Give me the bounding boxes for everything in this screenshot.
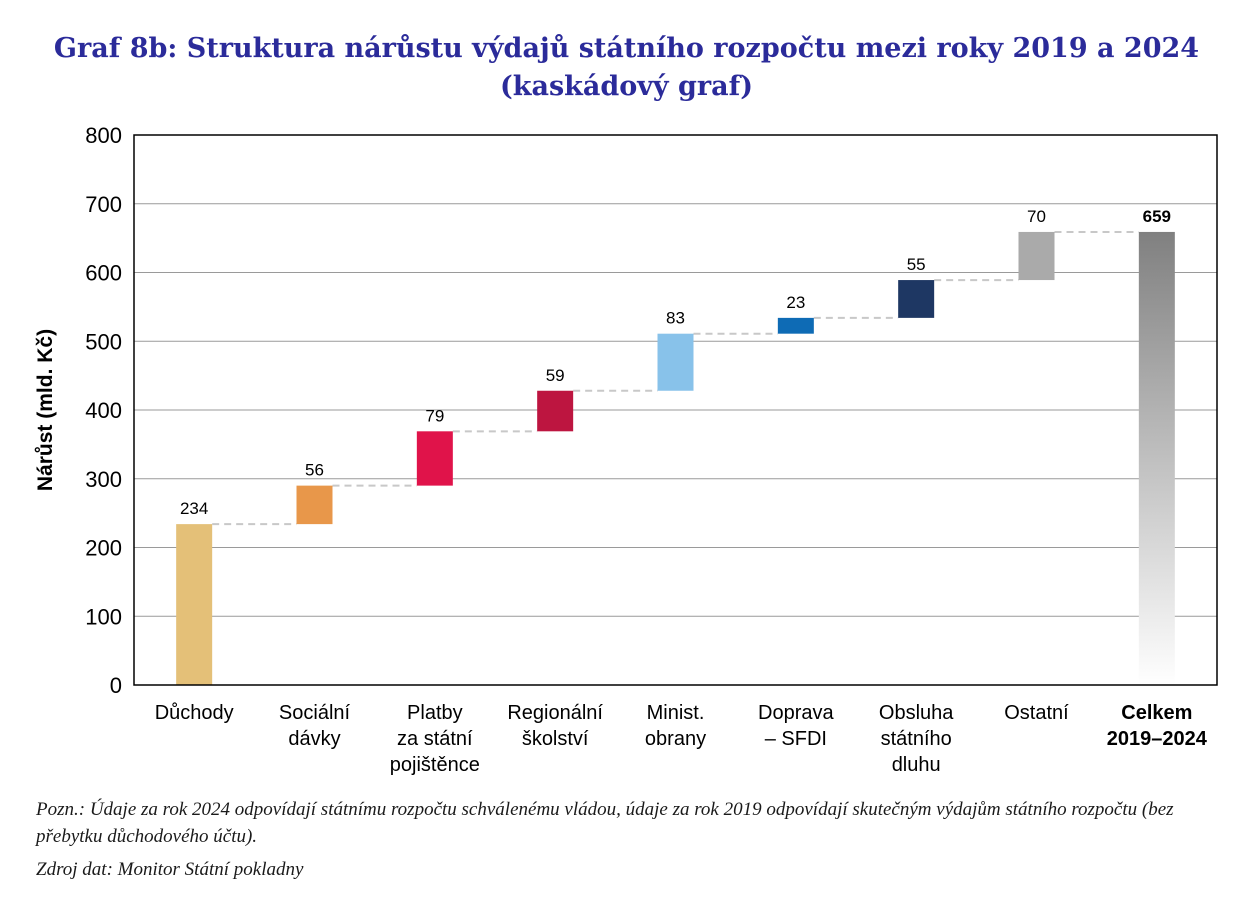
x-tick-label-line: obrany — [645, 728, 706, 750]
x-tick-label: Doprava – SFDI — [758, 702, 834, 750]
x-tick-label: Platby za státní pojištěnce — [390, 702, 480, 776]
data-label: 659 — [1143, 207, 1171, 226]
chart-title-line1: Graf 8b: Struktura nárůstu výdajů státní… — [53, 33, 1200, 64]
data-label: 79 — [425, 406, 444, 425]
x-tick-label: Obsluha státního dluhu — [879, 702, 954, 776]
x-tick-label-line: dávky — [288, 728, 340, 750]
data-label: 83 — [666, 309, 685, 328]
x-tick-label-line: Ostatní — [1004, 702, 1069, 724]
bar — [777, 317, 814, 334]
x-tick-label: Celkem 2019–2024 — [1107, 702, 1208, 750]
x-tick-label-line: Obsluha — [879, 702, 954, 724]
x-tick-label-line: – SFDI — [765, 728, 827, 750]
x-tick-label: Sociální dávky — [279, 702, 351, 750]
data-source: Zdroj dat: Monitor Státní pokladny — [36, 859, 304, 880]
bar — [657, 333, 694, 391]
x-tick-label-line: dluhu — [892, 754, 941, 776]
data-label: 59 — [546, 366, 565, 385]
x-tick-label: Ostatní — [1004, 702, 1069, 724]
bar — [1018, 231, 1055, 281]
x-tick-label-line: 2019–2024 — [1107, 728, 1208, 750]
y-tick-label: 300 — [85, 467, 122, 492]
x-tick-label-line: Minist. — [647, 702, 705, 724]
x-tick-label-line: za státní — [397, 728, 473, 750]
connector-lines — [212, 230, 1139, 526]
data-label: 56 — [305, 461, 324, 480]
y-tick-label: 700 — [85, 192, 122, 217]
x-tick-label: Regionální školství — [507, 702, 603, 750]
value-labels: 234 56 79 59 83 23 55 70 659 — [180, 207, 1171, 518]
bar-total — [1138, 231, 1175, 685]
bars — [176, 231, 1175, 685]
chart-title-line2: (kaskádový graf) — [499, 71, 754, 102]
y-tick-label: 500 — [85, 329, 122, 354]
y-tick-label: 200 — [85, 536, 122, 561]
chart-title: Graf 8b: Struktura nárůstu výdajů státní… — [0, 30, 1253, 106]
x-tick-label-line: Regionální — [507, 702, 603, 724]
y-tick-label: 0 — [110, 673, 122, 698]
x-tick-label-line: Celkem — [1121, 702, 1192, 724]
x-tick-label: Důchody — [155, 702, 234, 724]
y-axis-ticks: 0 100 200 300 400 500 600 700 800 — [85, 123, 122, 698]
x-tick-label: Minist. obrany — [645, 702, 706, 750]
data-label: 55 — [907, 255, 926, 274]
x-tick-label-line: Doprava — [758, 702, 834, 724]
y-axis-label: Nárůst (mld. Kč) — [34, 329, 57, 491]
bar — [416, 431, 453, 486]
bar — [296, 485, 333, 525]
bar — [176, 524, 213, 685]
x-tick-label-line: pojištěnce — [390, 754, 480, 776]
x-tick-label-line: Důchody — [155, 702, 234, 724]
x-tick-label-line: Sociální — [279, 702, 351, 724]
x-tick-label-line: školství — [522, 728, 589, 750]
y-tick-label: 400 — [85, 398, 122, 423]
y-tick-label: 100 — [85, 604, 122, 629]
x-tick-label-line: Platby — [407, 702, 463, 724]
y-tick-label: 600 — [85, 261, 122, 286]
footnote: Pozn.: Údaje za rok 2024 odpovídají stát… — [36, 799, 1174, 847]
x-axis-labels: Důchody Sociální dávky Platby za státní pojiš… — [155, 702, 1208, 776]
data-label: 70 — [1027, 207, 1046, 226]
waterfall-chart: 234 56 79 59 83 23 55 70 659 0 100 200 300 400 500 600… — [34, 123, 1218, 776]
grid-lines — [134, 203, 1217, 617]
data-label: 234 — [180, 499, 208, 518]
data-label: 23 — [786, 293, 805, 312]
plot-frame — [133, 134, 1218, 686]
x-tick-label-line: státního — [881, 728, 952, 750]
y-tick-label: 800 — [85, 123, 122, 148]
bar — [537, 390, 574, 432]
bar — [898, 280, 935, 318]
